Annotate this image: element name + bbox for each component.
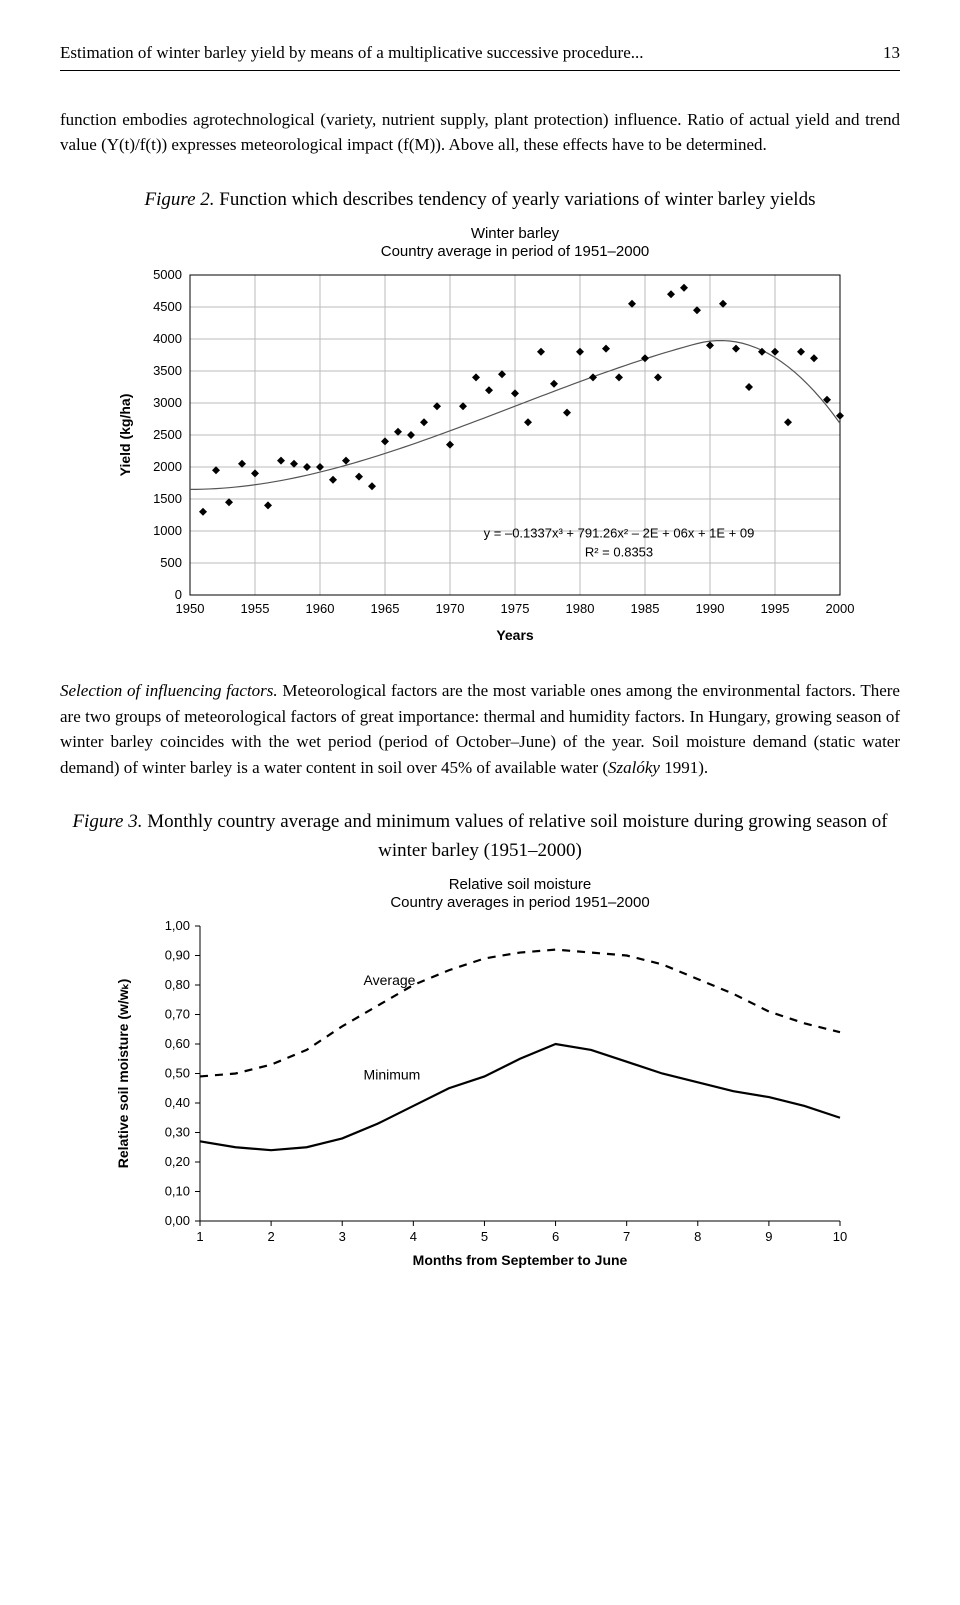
svg-text:Country average in period of 1: Country average in period of 1951–2000 (381, 243, 650, 260)
svg-text:0,30: 0,30 (165, 1125, 190, 1140)
svg-text:1950: 1950 (176, 601, 205, 616)
svg-text:0,20: 0,20 (165, 1154, 190, 1169)
svg-text:0,50: 0,50 (165, 1066, 190, 1081)
svg-text:Minimum: Minimum (364, 1066, 421, 1082)
svg-text:0,40: 0,40 (165, 1095, 190, 1110)
figure2-caption-prefix: Figure 2. (145, 189, 215, 210)
running-header: Estimation of winter barley yield by mea… (60, 40, 900, 71)
svg-text:Months from September to June: Months from September to June (413, 1252, 628, 1268)
svg-text:4500: 4500 (153, 299, 182, 314)
svg-text:1: 1 (196, 1229, 203, 1244)
svg-text:1980: 1980 (566, 601, 595, 616)
svg-text:6: 6 (552, 1229, 559, 1244)
svg-text:Yield (kg/ha): Yield (kg/ha) (117, 394, 133, 477)
svg-text:2: 2 (267, 1229, 274, 1244)
paragraph-2: Selection of influencing factors. Meteor… (60, 678, 900, 780)
para2-tail: 1991). (660, 758, 708, 777)
figure2-svg: Winter barleyCountry average in period o… (100, 220, 860, 650)
svg-text:1965: 1965 (371, 601, 400, 616)
paragraph-1: function embodies agrotechnological (var… (60, 107, 900, 158)
svg-text:0,80: 0,80 (165, 977, 190, 992)
svg-text:1000: 1000 (153, 523, 182, 538)
svg-text:1985: 1985 (631, 601, 660, 616)
figure3-caption-prefix: Figure 3. (72, 811, 142, 832)
svg-text:0,90: 0,90 (165, 948, 190, 963)
svg-text:Country averages in period 195: Country averages in period 1951–2000 (390, 894, 649, 911)
figure2-caption-rest: Function which describes tendency of yea… (215, 189, 816, 210)
svg-text:5000: 5000 (153, 267, 182, 282)
para2-lead: Selection of influencing factors. (60, 681, 278, 700)
para2-cite: Szalóky (608, 758, 660, 777)
svg-text:1960: 1960 (306, 601, 335, 616)
svg-text:8: 8 (694, 1229, 701, 1244)
svg-text:Relative soil moisture: Relative soil moisture (449, 876, 592, 893)
svg-text:0,60: 0,60 (165, 1036, 190, 1051)
svg-text:0,00: 0,00 (165, 1213, 190, 1228)
svg-text:0,10: 0,10 (165, 1184, 190, 1199)
svg-text:2000: 2000 (826, 601, 855, 616)
svg-text:1975: 1975 (501, 601, 530, 616)
svg-text:y = –0.1337x³ + 791.26x² – 2E: y = –0.1337x³ + 791.26x² – 2E + 06x + 1E… (484, 525, 755, 540)
svg-text:1955: 1955 (241, 601, 270, 616)
svg-text:Average: Average (364, 972, 416, 988)
svg-text:2500: 2500 (153, 427, 182, 442)
svg-text:4: 4 (410, 1229, 417, 1244)
svg-text:1990: 1990 (696, 601, 725, 616)
svg-text:0,70: 0,70 (165, 1007, 190, 1022)
svg-text:7: 7 (623, 1229, 630, 1244)
svg-text:0: 0 (175, 587, 182, 602)
svg-text:Relative soil moisture (w/wₖ): Relative soil moisture (w/wₖ) (115, 979, 131, 1169)
svg-text:500: 500 (160, 555, 182, 570)
svg-text:3500: 3500 (153, 363, 182, 378)
svg-text:10: 10 (833, 1229, 847, 1244)
svg-text:1970: 1970 (436, 601, 465, 616)
figure3-chart: Relative soil moistureCountry averages i… (100, 871, 860, 1271)
svg-text:3: 3 (339, 1229, 346, 1244)
svg-text:1500: 1500 (153, 491, 182, 506)
figure3-caption-rest: Monthly country average and minimum valu… (142, 811, 887, 861)
figure3-caption: Figure 3. Monthly country average and mi… (60, 808, 900, 865)
svg-text:5: 5 (481, 1229, 488, 1244)
svg-text:3000: 3000 (153, 395, 182, 410)
figure2-caption: Figure 2. Function which describes tende… (60, 186, 900, 215)
svg-text:1995: 1995 (761, 601, 790, 616)
svg-text:4000: 4000 (153, 331, 182, 346)
page-number: 13 (883, 40, 900, 66)
svg-text:Winter barley: Winter barley (471, 225, 560, 242)
figure3-svg: Relative soil moistureCountry averages i… (100, 871, 860, 1271)
figure2-chart: Winter barleyCountry average in period o… (100, 220, 860, 650)
svg-text:1,00: 1,00 (165, 918, 190, 933)
svg-text:R² = 0.8353: R² = 0.8353 (585, 545, 653, 560)
svg-text:9: 9 (765, 1229, 772, 1244)
svg-text:2000: 2000 (153, 459, 182, 474)
svg-text:Years: Years (496, 627, 534, 643)
running-title: Estimation of winter barley yield by mea… (60, 40, 644, 66)
